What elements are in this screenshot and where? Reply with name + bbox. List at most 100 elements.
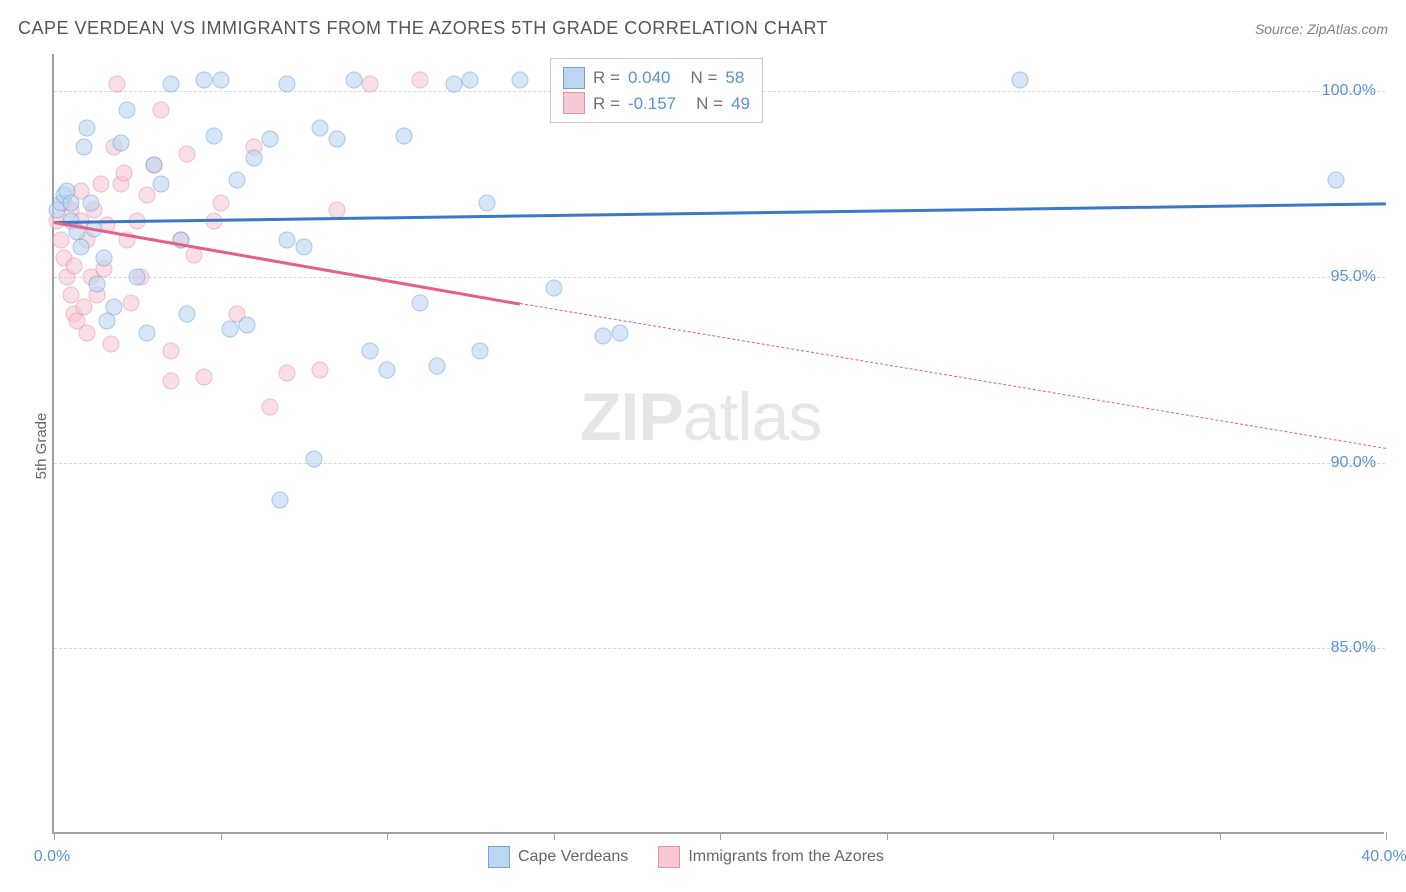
point-series-b — [212, 194, 229, 211]
x-tick — [54, 832, 55, 840]
y-tick-label: 100.0% — [1322, 82, 1376, 100]
point-series-a — [395, 127, 412, 144]
point-series-a — [162, 75, 179, 92]
point-series-a — [152, 176, 169, 193]
stats-r-b: -0.157 — [628, 91, 676, 117]
point-series-a — [445, 75, 462, 92]
watermark-bold: ZIP — [580, 379, 683, 455]
point-series-a — [295, 239, 312, 256]
point-series-a — [99, 313, 116, 330]
point-series-a — [139, 324, 156, 341]
point-series-a — [345, 72, 362, 89]
point-series-a — [179, 306, 196, 323]
x-tick-label: 40.0% — [1361, 848, 1406, 866]
stats-r-label: R = — [593, 65, 620, 91]
point-series-b — [152, 101, 169, 118]
point-series-a — [89, 276, 106, 293]
x-tick — [1220, 832, 1221, 840]
legend-label-a: Cape Verdeans — [518, 848, 628, 866]
point-series-a — [229, 172, 246, 189]
x-tick — [720, 832, 721, 840]
point-series-a — [472, 343, 489, 360]
point-series-b — [195, 369, 212, 386]
point-series-a — [62, 194, 79, 211]
bottom-legend: Cape Verdeans Immigrants from the Azores — [488, 846, 884, 868]
point-series-a — [272, 491, 289, 508]
x-tick — [554, 832, 555, 840]
point-series-a — [72, 239, 89, 256]
y-axis-label: 5th Grade — [33, 413, 50, 480]
legend-label-b: Immigrants from the Azores — [688, 848, 884, 866]
point-series-a — [312, 120, 329, 137]
stats-row-a: R = 0.040 N = 58 — [563, 65, 750, 91]
trendline-a — [54, 203, 1386, 225]
point-series-a — [305, 450, 322, 467]
point-series-a — [428, 358, 445, 375]
point-series-b — [312, 361, 329, 378]
point-series-a — [95, 250, 112, 267]
point-series-b — [179, 146, 196, 163]
x-tick — [1053, 832, 1054, 840]
point-series-b — [412, 72, 429, 89]
point-series-a — [329, 131, 346, 148]
point-series-a — [112, 135, 129, 152]
y-tick-label: 95.0% — [1331, 268, 1376, 286]
point-series-a — [478, 194, 495, 211]
stats-n-a: 58 — [725, 65, 744, 91]
series-a-swatch — [563, 67, 585, 89]
point-series-a — [412, 294, 429, 311]
point-series-a — [512, 72, 529, 89]
point-series-a — [105, 298, 122, 315]
point-series-a — [279, 231, 296, 248]
gridline — [54, 463, 1385, 464]
trendline-b-dashed — [520, 303, 1386, 449]
point-series-a — [1328, 172, 1345, 189]
point-series-a — [82, 194, 99, 211]
point-series-a — [279, 75, 296, 92]
point-series-a — [1011, 72, 1028, 89]
point-series-a — [595, 328, 612, 345]
chart-title: CAPE VERDEAN VS IMMIGRANTS FROM THE AZOR… — [18, 18, 828, 39]
point-series-b — [102, 335, 119, 352]
point-series-a — [545, 280, 562, 297]
legend-item-b: Immigrants from the Azores — [658, 846, 884, 868]
point-series-b — [362, 75, 379, 92]
point-series-b — [52, 231, 69, 248]
x-tick — [387, 832, 388, 840]
point-series-b — [162, 343, 179, 360]
point-series-b — [79, 324, 96, 341]
point-series-b — [122, 294, 139, 311]
point-series-a — [205, 127, 222, 144]
stats-n-label: N = — [696, 91, 723, 117]
point-series-a — [75, 138, 92, 155]
series-b-swatch — [563, 92, 585, 114]
stats-r-a: 0.040 — [628, 65, 671, 91]
x-tick-label: 0.0% — [34, 848, 70, 866]
y-tick-label: 90.0% — [1331, 454, 1376, 472]
point-series-a — [245, 150, 262, 167]
point-series-b — [65, 257, 82, 274]
point-series-a — [212, 72, 229, 89]
series-b-swatch — [658, 846, 680, 868]
point-series-a — [145, 157, 162, 174]
point-series-b — [92, 176, 109, 193]
stats-n-label: N = — [690, 65, 717, 91]
point-series-a — [612, 324, 629, 341]
source-label: Source: ZipAtlas.com — [1255, 21, 1388, 37]
watermark: ZIPatlas — [580, 378, 821, 456]
point-series-a — [222, 320, 239, 337]
x-tick — [887, 832, 888, 840]
point-series-b — [162, 372, 179, 389]
gridline — [54, 648, 1385, 649]
plot-area: ZIPatlas 85.0%90.0%95.0%100.0% — [52, 54, 1384, 834]
stats-legend-box: R = 0.040 N = 58 R = -0.157 N = 49 — [550, 58, 763, 123]
x-tick — [1386, 832, 1387, 840]
point-series-a — [129, 268, 146, 285]
stats-n-b: 49 — [731, 91, 750, 117]
point-series-a — [79, 120, 96, 137]
point-series-a — [239, 317, 256, 334]
point-series-a — [262, 131, 279, 148]
point-series-b — [115, 164, 132, 181]
point-series-a — [362, 343, 379, 360]
point-series-b — [329, 202, 346, 219]
